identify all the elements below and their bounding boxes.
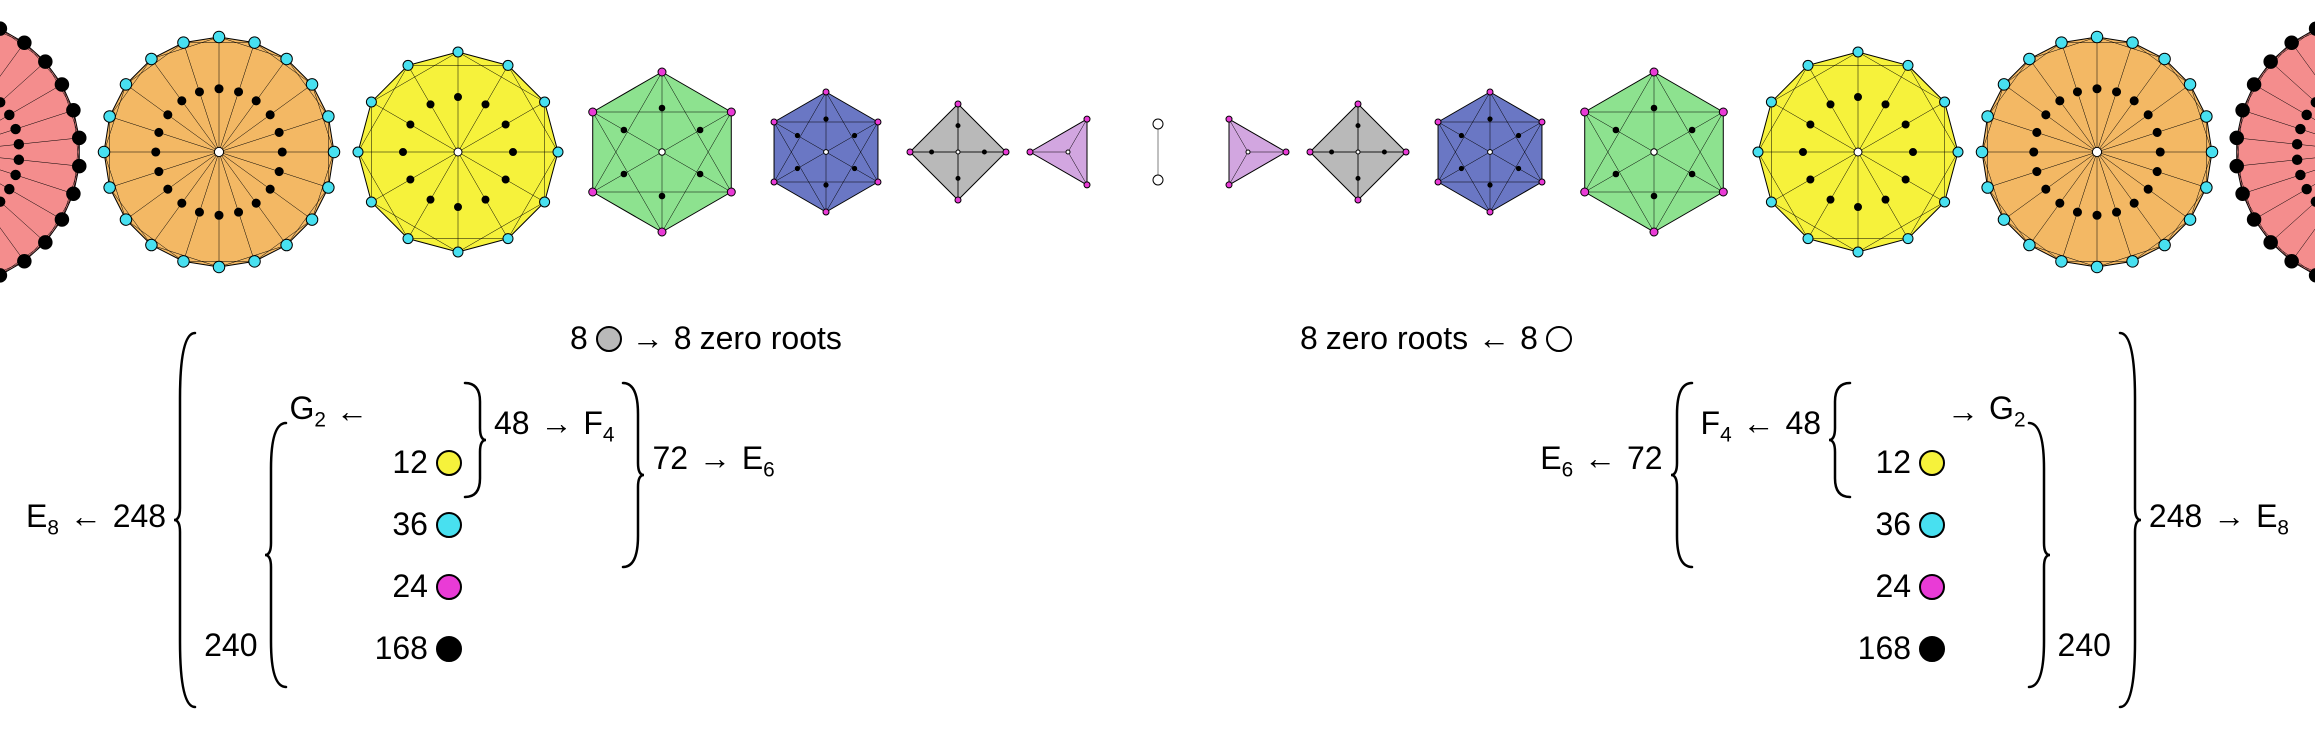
root-count: 12 [1853, 444, 1911, 481]
root-counts-col-r: 12 36 24 168 [1853, 305, 1945, 734]
arrow-right-icon: → [697, 440, 733, 477]
root-count: 24 [1853, 568, 1911, 605]
root-count-row: 36 [1853, 494, 1945, 556]
polytope-icon [1974, 29, 2220, 275]
e8-name: E [26, 498, 47, 534]
e8-name-r: E [2256, 498, 2277, 534]
brace-icon [1827, 305, 1853, 734]
root-count-row: 36 [370, 494, 462, 556]
e6-name: E [742, 440, 763, 476]
root-count: 168 [370, 630, 428, 667]
f4-total-r: 48 [1785, 405, 1821, 441]
g2-sub: 2 [314, 408, 326, 431]
polytope-icon [1122, 116, 1194, 188]
root-count-row: 24 [370, 556, 462, 618]
breakdown-left: E8 ← 248 240 G2 ← 123624168 48 → F4 72 [20, 305, 781, 734]
sub240-label-r: 240 [2052, 305, 2117, 734]
e6-name-r: E [1540, 440, 1561, 476]
polytope-icon [1202, 106, 1294, 198]
arrow-right-icon: → [1945, 393, 1981, 430]
root-count: 168 [1853, 630, 1911, 667]
brace-icon [1669, 305, 1695, 734]
f4-name: F [583, 405, 603, 441]
f4-sub-r: 4 [1720, 423, 1732, 446]
brace-icon [172, 305, 198, 734]
zero-roots-right: 8 zero roots ← 8 [1300, 320, 1572, 357]
root-count: 36 [370, 506, 428, 543]
g2-col: G2 ← [289, 305, 369, 734]
root-dot-icon [436, 512, 462, 538]
f4-name-r: F [1701, 405, 1721, 441]
root-count: 24 [370, 568, 428, 605]
brace-icon [2026, 305, 2052, 734]
root-count-row: 168 [1853, 618, 1945, 680]
arrow-left-icon: ← [1741, 405, 1777, 442]
root-dot-icon [1919, 574, 1945, 600]
arrow-left-icon: ← [68, 498, 104, 535]
brace-icon [462, 305, 488, 734]
e8-label-r: 248 → E8 [2143, 305, 2295, 734]
polytope-icon [574, 64, 750, 240]
root-counts-col: 12 36 24 168 [370, 305, 462, 734]
root-dot-icon [1919, 512, 1945, 538]
polytope-icon [902, 96, 1014, 208]
root-count: 12 [370, 444, 428, 481]
g2-sub-r: 2 [2014, 408, 2026, 431]
brace-icon [620, 305, 646, 734]
f4-col-r: F4 ← 48 [1695, 305, 1828, 734]
brace-icon [263, 305, 289, 734]
zero-roots-label-r: zero roots [1326, 320, 1468, 357]
g2-name-r: G [1989, 390, 2014, 426]
brace-icon [2117, 305, 2143, 734]
e8-sub: 8 [47, 517, 59, 540]
e6-col: 72 → E6 [646, 305, 780, 734]
root-count-row: 168 [370, 618, 462, 680]
sub240: 240 [204, 627, 257, 664]
polytope-icon [96, 29, 342, 275]
root-dot-icon [436, 574, 462, 600]
e8-total: 248 [113, 498, 166, 534]
e6-total: 72 [652, 440, 688, 476]
polytope-icon [1422, 84, 1558, 220]
f4-sub: 4 [603, 423, 615, 446]
g2-name: G [289, 390, 314, 426]
e6-total-r: 72 [1627, 440, 1663, 476]
e8-total-r: 248 [2149, 498, 2202, 534]
arrow-right-icon: → [538, 405, 574, 442]
f4-col: 48 → F4 [488, 305, 621, 734]
polytope-icon [2228, 9, 2315, 295]
arrow-left-icon: ← [1582, 440, 1618, 477]
arrow-left-icon: ← [1476, 320, 1512, 357]
e8-sub-r: 8 [2277, 517, 2289, 540]
polytope-icon [1566, 64, 1742, 240]
root-dot-icon [436, 450, 462, 476]
root-count-row: 12 [370, 432, 462, 494]
zero-roots-count-2r: 8 [1300, 320, 1318, 357]
root-count-row: 12 [1853, 432, 1945, 494]
root-count-row: 24 [1853, 556, 1945, 618]
f4-total: 48 [494, 405, 530, 441]
sub240-r: 240 [2058, 627, 2111, 664]
root-dot-icon [1919, 450, 1945, 476]
arrow-right-icon: → [2211, 498, 2247, 535]
sub240-label: 240 [198, 305, 263, 734]
root-count: 36 [1853, 506, 1911, 543]
e8-label: E8 ← 248 [20, 305, 172, 734]
breakdown-right: E6 ← 72 F4 ← 48 123624168 → G2 240 248 → [1534, 305, 2295, 734]
polytope-icon [758, 84, 894, 220]
polytope-icon [1302, 96, 1414, 208]
g2-col-r: → G2 [1945, 305, 2025, 734]
polytope-icon [1750, 44, 1966, 260]
polytope-icon [0, 9, 88, 295]
polytope-icon [1022, 106, 1114, 198]
polytope-row [0, 0, 2315, 292]
root-dot-icon [436, 636, 462, 662]
e6-sub: 6 [763, 458, 775, 481]
e6-col-r: E6 ← 72 [1534, 305, 1668, 734]
arrow-left-icon: ← [334, 393, 370, 430]
e6-sub-r: 6 [1562, 458, 1574, 481]
root-dot-icon [1919, 636, 1945, 662]
polytope-icon [350, 44, 566, 260]
